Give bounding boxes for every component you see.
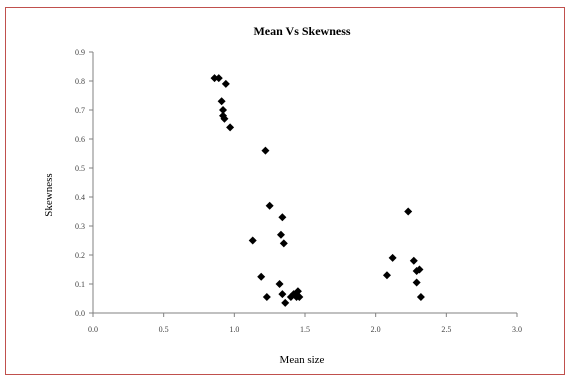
y-tick-label: 0.3 — [75, 222, 85, 231]
y-tick-label: 0.7 — [75, 106, 85, 115]
data-point — [226, 123, 235, 132]
data-point — [279, 239, 288, 248]
data-point — [221, 79, 230, 88]
data-point — [217, 97, 226, 106]
data-point — [262, 293, 271, 302]
x-tick-label: 1.0 — [229, 325, 239, 334]
data-point — [214, 74, 223, 83]
x-tick-label: 1.5 — [300, 325, 310, 334]
y-tick-labels: 0.0 0.1 0.2 0.3 0.4 0.5 0.6 0.7 0.8 0.9 — [75, 48, 93, 318]
data-points — [210, 74, 425, 307]
data-point — [219, 106, 228, 114]
data-point — [219, 111, 228, 120]
y-tick-label: 0.9 — [75, 48, 85, 57]
x-axis-label: Mean size — [280, 354, 325, 366]
y-tick-label: 0.1 — [75, 280, 85, 289]
y-tick-label: 0.6 — [75, 135, 85, 144]
y-tick-label: 0.2 — [75, 251, 85, 260]
data-point — [281, 298, 290, 307]
x-tick-labels: 0.0 0.5 1.0 1.5 2.0 2.5 3.0 — [88, 313, 522, 334]
x-tick-label: 0.5 — [159, 325, 169, 334]
x-tick-label: 2.5 — [441, 325, 451, 334]
data-point — [276, 230, 285, 239]
data-point — [278, 290, 287, 299]
data-point — [292, 293, 301, 302]
data-point — [388, 253, 397, 262]
data-point — [275, 280, 284, 288]
data-point — [257, 272, 266, 281]
data-point — [248, 236, 257, 245]
plot-axes — [92, 52, 517, 314]
data-point — [412, 266, 421, 275]
data-point — [265, 201, 274, 210]
x-tick-label: 0.0 — [88, 325, 98, 334]
data-point — [293, 287, 302, 296]
chart-title: Mean Vs Skewness — [253, 24, 350, 38]
data-point — [404, 207, 413, 216]
y-tick-label: 0.4 — [75, 193, 85, 202]
data-point — [409, 256, 418, 265]
data-point — [416, 293, 425, 302]
y-axis-label: Skewness — [43, 173, 55, 216]
data-point — [210, 74, 219, 83]
data-point — [382, 271, 391, 280]
x-tick-label: 2.0 — [371, 325, 381, 334]
chart-frame — [5, 7, 565, 375]
x-tick-label: 3.0 — [512, 325, 522, 334]
y-tick-label: 0.8 — [75, 77, 85, 86]
data-point — [412, 278, 421, 287]
y-tick-label: 0.0 — [75, 309, 85, 318]
data-point — [278, 213, 287, 222]
y-tick-label: 0.5 — [75, 164, 85, 173]
data-point — [261, 146, 270, 155]
